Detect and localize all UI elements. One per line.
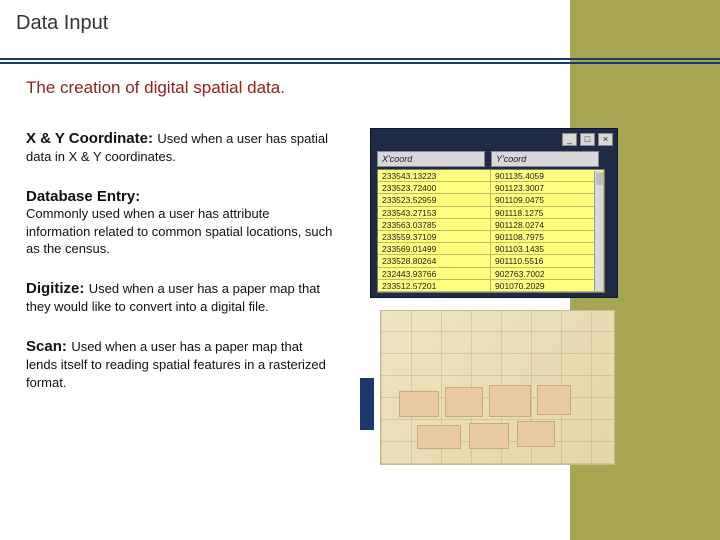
table-cell: 233512.57201 bbox=[378, 280, 491, 291]
table-cell: 901070.2029 bbox=[491, 280, 604, 291]
table-row: 233512.57201901070.2029 bbox=[378, 280, 604, 292]
header-divider bbox=[0, 58, 720, 64]
section-database: Database Entry: Commonly used when a use… bbox=[26, 188, 336, 258]
section-heading: Scan: bbox=[26, 338, 67, 355]
table-cell: 901128.0274 bbox=[491, 219, 604, 230]
table-cell: 901109.0475 bbox=[491, 194, 604, 205]
scrollbar[interactable] bbox=[594, 171, 603, 291]
section-body: Used when a user has a paper map that le… bbox=[26, 339, 326, 390]
maximize-button[interactable]: □ bbox=[580, 133, 595, 146]
table-row: 233576.13589901099.4359 bbox=[378, 292, 604, 293]
column-header-y: Y'coord bbox=[491, 151, 599, 167]
page-title: Data Input bbox=[16, 12, 570, 35]
table-cell: 233528.80264 bbox=[378, 255, 491, 266]
close-button[interactable]: × bbox=[598, 133, 613, 146]
table-cell: 233563.03785 bbox=[378, 219, 491, 230]
database-window: _ □ × X'coord Y'coord 233543.13223901135… bbox=[370, 128, 618, 298]
section-digitize: Digitize: Used when a user has a paper m… bbox=[26, 280, 336, 316]
window-controls: _ □ × bbox=[562, 133, 613, 146]
table-cell: 233523.52959 bbox=[378, 194, 491, 205]
table-cell: 901135.4059 bbox=[491, 170, 604, 181]
table-cell: 233543.27153 bbox=[378, 207, 491, 218]
header: Data Input bbox=[0, 0, 570, 60]
table-cell: 233523.72400 bbox=[378, 182, 491, 193]
navy-accent-bar bbox=[360, 378, 374, 430]
minimize-button[interactable]: _ bbox=[562, 133, 577, 146]
table-row: 233523.72400901123.3007 bbox=[378, 182, 604, 194]
table-cell: 901118.1275 bbox=[491, 207, 604, 218]
section-scan: Scan: Used when a user has a paper map t… bbox=[26, 338, 336, 392]
subtitle: The creation of digital spatial data. bbox=[26, 78, 285, 98]
section-xy: X & Y Coordinate: Used when a user has s… bbox=[26, 130, 336, 166]
content-column: X & Y Coordinate: Used when a user has s… bbox=[26, 130, 336, 414]
section-heading: Database Entry: bbox=[26, 188, 336, 205]
paper-map-image bbox=[380, 310, 615, 465]
column-header-x: X'coord bbox=[377, 151, 485, 167]
table-cell: 901123.3007 bbox=[491, 182, 604, 193]
table-cell: 233576.13589 bbox=[378, 292, 491, 293]
table-row: 233543.27153901118.1275 bbox=[378, 207, 604, 219]
table-cell: 901103.1435 bbox=[491, 243, 604, 254]
table-cell: 233569.01499 bbox=[378, 243, 491, 254]
table-cell: 232443.93766 bbox=[378, 268, 491, 279]
table-cell: 901110.5516 bbox=[491, 255, 604, 266]
table-row: 233559.37109901108.7975 bbox=[378, 231, 604, 243]
section-body: Commonly used when a user has attribute … bbox=[26, 205, 336, 258]
table-cell: 901108.7975 bbox=[491, 231, 604, 242]
section-heading: Digitize: bbox=[26, 280, 84, 297]
table-row: 233569.01499901103.1435 bbox=[378, 243, 604, 255]
table-row: 232443.93766902763.7002 bbox=[378, 268, 604, 280]
table-row: 233563.03785901128.0274 bbox=[378, 219, 604, 231]
data-grid: 233543.13223901135.4059233523.7240090112… bbox=[377, 169, 605, 293]
table-row: 233528.80264901110.5516 bbox=[378, 255, 604, 267]
table-cell: 901099.4359 bbox=[491, 292, 604, 293]
table-cell: 233559.37109 bbox=[378, 231, 491, 242]
section-heading: X & Y Coordinate: bbox=[26, 130, 153, 147]
map-blocks bbox=[391, 321, 604, 454]
table-row: 233523.52959901109.0475 bbox=[378, 194, 604, 206]
table-cell: 902763.7002 bbox=[491, 268, 604, 279]
table-cell: 233543.13223 bbox=[378, 170, 491, 181]
table-row: 233543.13223901135.4059 bbox=[378, 170, 604, 182]
column-headers: X'coord Y'coord bbox=[377, 151, 599, 167]
